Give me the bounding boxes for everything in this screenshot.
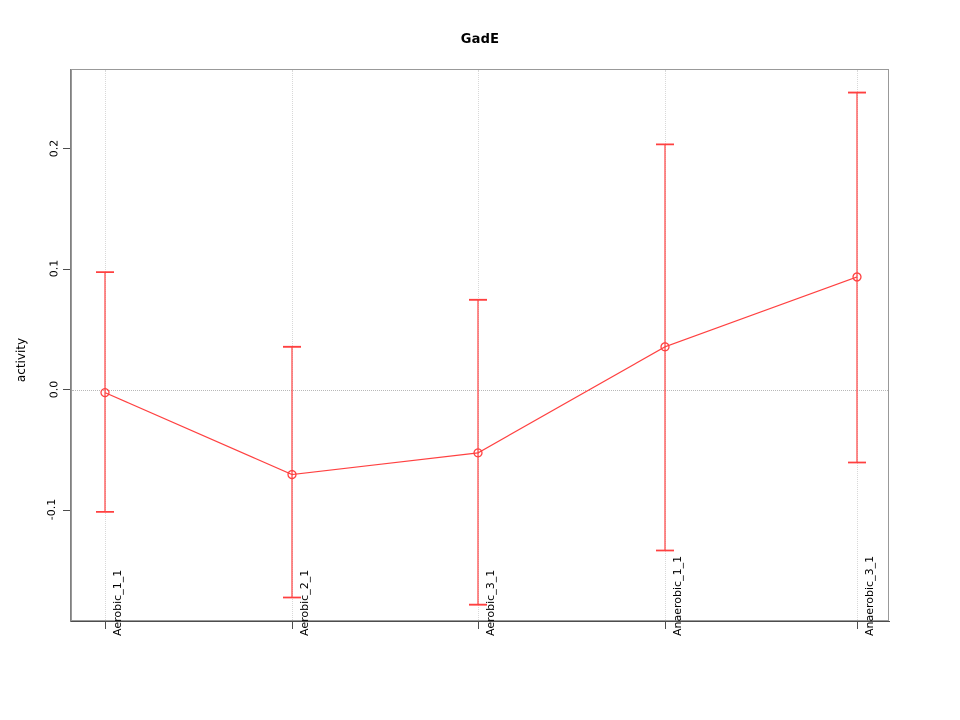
x-tick-label-text: Aerobic_2_1	[298, 569, 311, 636]
y-axis-title: activity	[8, 0, 34, 720]
gridline-vertical-1	[292, 70, 294, 620]
gridline-horizontal-zero	[72, 390, 888, 392]
plot-panel	[71, 69, 889, 621]
y-tick-label-text: 0.1	[46, 259, 60, 278]
y-tick-label-text: -0.1	[44, 498, 58, 521]
gridline-vertical-3	[665, 70, 667, 620]
x-tick-label-1: Aerobic_2_1	[285, 570, 311, 716]
y-tick-label-text: 0.2	[46, 139, 60, 157]
y-tick-label-text: 0.0	[46, 380, 60, 398]
x-tick-label-text: Aerobic_3_1	[484, 569, 497, 636]
chart-title: GadE	[460, 32, 500, 47]
y-tick-mark-0	[63, 509, 70, 511]
x-tick-label-3: Anaerobic_1_1	[658, 556, 684, 716]
gridline-vertical-0	[105, 70, 107, 620]
y-tick-mark-1	[63, 389, 70, 390]
y-tick-mark-2	[63, 268, 70, 270]
x-tick-mark-2	[478, 622, 479, 629]
x-tick-label-0: Aerobic_1_1	[98, 570, 124, 716]
x-tick-label-2: Aerobic_3_1	[471, 570, 497, 716]
y-tick-label-2: 0.1	[28, 252, 62, 286]
gridline-vertical-4	[857, 70, 859, 620]
x-axis-line	[71, 621, 890, 622]
y-axis-title-text: activity	[14, 337, 29, 383]
x-tick-mark-3	[665, 622, 666, 629]
x-tick-label-4: Anaerobic_3_1	[850, 556, 876, 716]
y-tick-label-3: 0.2	[28, 131, 62, 165]
y-axis-line	[70, 69, 71, 622]
y-tick-label-1: 0.0	[28, 372, 62, 406]
y-tick-mark-3	[63, 148, 70, 149]
x-tick-label-text: Aerobic_1_1	[111, 569, 124, 636]
x-tick-mark-4	[857, 622, 858, 629]
y-tick-label-0: -0.1	[28, 493, 62, 527]
gridline-vertical-2	[478, 70, 480, 620]
x-tick-mark-1	[292, 622, 293, 629]
x-tick-label-text: Anaerobic_1_1	[671, 555, 684, 636]
x-tick-mark-0	[105, 622, 106, 629]
x-tick-label-text: Anaerobic_3_1	[863, 555, 876, 636]
